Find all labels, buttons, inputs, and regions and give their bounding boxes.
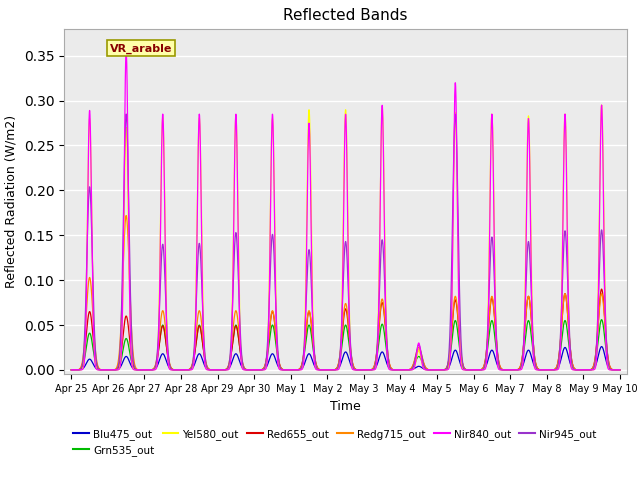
Grn535_out: [130, 365, 138, 371]
X-axis label: Time: Time: [330, 400, 361, 413]
Blu475_out: [278, 367, 285, 372]
Redg715_out: [605, 362, 613, 368]
Redg715_out: [163, 337, 170, 343]
Blu475_out: [598, 344, 605, 349]
Text: VR_arable: VR_arable: [109, 43, 172, 53]
Grn535_out: [546, 367, 554, 373]
Line: Yel580_out: Yel580_out: [71, 105, 620, 370]
Yel580_out: [278, 367, 285, 373]
Yel580_out: [163, 306, 170, 312]
Red655_out: [163, 344, 170, 349]
Grn535_out: [616, 367, 624, 373]
Grn535_out: [278, 366, 285, 372]
Grn535_out: [598, 317, 605, 323]
Grn535_out: [163, 343, 170, 349]
Nir945_out: [122, 111, 130, 117]
Yel580_out: [616, 367, 624, 373]
Yel580_out: [397, 367, 404, 373]
Red655_out: [598, 286, 605, 292]
Redg715_out: [67, 367, 75, 373]
Redg715_out: [547, 367, 554, 373]
Grn535_out: [605, 364, 613, 370]
Nir945_out: [302, 311, 310, 317]
Redg715_out: [130, 358, 138, 364]
Nir840_out: [605, 367, 613, 372]
Line: Red655_out: Red655_out: [71, 289, 620, 370]
Y-axis label: Reflected Radiation (W/m2): Reflected Radiation (W/m2): [5, 115, 18, 288]
Nir945_out: [397, 367, 404, 373]
Yel580_out: [598, 102, 605, 108]
Nir840_out: [616, 367, 624, 373]
Grn535_out: [301, 342, 309, 348]
Nir840_out: [163, 327, 170, 333]
Title: Reflected Bands: Reflected Bands: [284, 9, 408, 24]
Redg715_out: [616, 367, 624, 373]
Nir945_out: [163, 321, 170, 326]
Nir840_out: [278, 367, 285, 373]
Nir840_out: [67, 367, 75, 373]
Yel580_out: [547, 367, 554, 373]
Line: Grn535_out: Grn535_out: [71, 320, 620, 370]
Red655_out: [130, 363, 138, 369]
Nir945_out: [547, 367, 554, 373]
Yel580_out: [67, 367, 75, 373]
Nir840_out: [397, 367, 404, 373]
Blu475_out: [301, 358, 309, 364]
Blu475_out: [130, 366, 138, 372]
Nir945_out: [605, 365, 613, 371]
Line: Blu475_out: Blu475_out: [71, 347, 620, 370]
Blu475_out: [67, 367, 75, 373]
Red655_out: [616, 367, 624, 373]
Red655_out: [301, 335, 309, 340]
Legend: Blu475_out, Grn535_out, Yel580_out, Red655_out, Redg715_out, Nir840_out, Nir945_: Blu475_out, Grn535_out, Yel580_out, Red6…: [69, 424, 600, 460]
Nir840_out: [547, 367, 554, 373]
Red655_out: [546, 367, 554, 373]
Redg715_out: [122, 213, 130, 218]
Line: Redg715_out: Redg715_out: [71, 216, 620, 370]
Red655_out: [67, 367, 75, 373]
Blu475_out: [616, 367, 624, 373]
Blu475_out: [163, 359, 170, 364]
Yel580_out: [605, 367, 613, 372]
Red655_out: [605, 362, 613, 368]
Yel580_out: [301, 298, 309, 304]
Line: Nir840_out: Nir840_out: [71, 51, 620, 370]
Red655_out: [278, 366, 285, 372]
Nir945_out: [616, 367, 624, 373]
Nir840_out: [122, 48, 130, 54]
Nir945_out: [278, 367, 285, 372]
Blu475_out: [605, 365, 613, 371]
Yel580_out: [130, 367, 138, 372]
Nir945_out: [67, 367, 75, 373]
Redg715_out: [302, 332, 310, 338]
Grn535_out: [67, 367, 75, 373]
Nir945_out: [130, 363, 138, 369]
Nir840_out: [130, 367, 138, 372]
Blu475_out: [546, 367, 554, 373]
Nir840_out: [302, 308, 310, 313]
Redg715_out: [278, 366, 285, 372]
Line: Nir945_out: Nir945_out: [71, 114, 620, 370]
